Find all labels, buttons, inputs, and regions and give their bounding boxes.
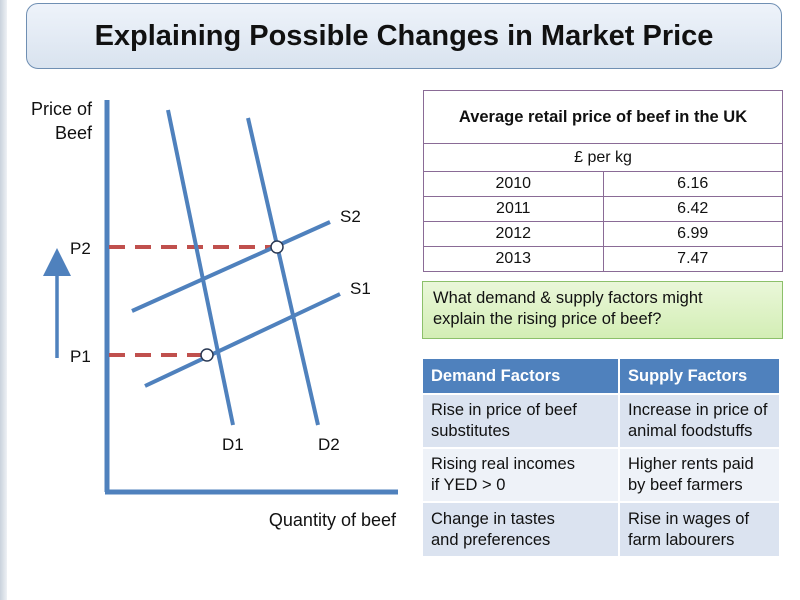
p2-label: P2 [70, 239, 91, 258]
price-cell: 6.42 [602, 196, 783, 222]
supply-demand-diagram: Price of Beef Quantity of beef P2 P1 S2 … [31, 99, 398, 530]
demand-curve-d1 [166, 109, 235, 426]
demand-factor-cell: Rising real incomes if YED > 0 [423, 447, 620, 502]
supply-factor-cell: Higher rents paid by beef farmers [619, 447, 781, 502]
cell-line: farm labourers [628, 530, 735, 549]
supply-factor-cell: Increase in price of animal foodstuffs [619, 393, 781, 448]
price-cell: 6.99 [602, 221, 783, 247]
cell-line: Change in tastes [431, 509, 555, 528]
d1-label: D1 [222, 435, 244, 454]
table-row: Rising real incomes if YED > 0 Higher re… [423, 447, 781, 502]
d2-label: D2 [318, 435, 340, 454]
table-row: Rise in price of beef substitutes Increa… [423, 393, 781, 448]
s1-label: S1 [350, 279, 371, 298]
year-cell: 2012 [423, 221, 604, 247]
table-row: 2011 6.42 [423, 196, 783, 222]
price-cell: 6.16 [602, 171, 783, 197]
cell-line: Higher rents paid [628, 455, 754, 473]
supply-factor-cell: Rise in wages of farm labourers [619, 501, 781, 556]
cell-line: Rising real incomes [431, 455, 575, 473]
cell-line: Rise in price of beef [431, 401, 577, 419]
question-line-2: explain the rising price of beef? [433, 310, 662, 328]
demand-factor-cell: Rise in price of beef substitutes [423, 393, 620, 448]
year-cell: 2011 [423, 196, 604, 222]
demand-curve-d2 [246, 117, 320, 426]
x-axis-label: Quantity of beef [269, 510, 397, 530]
price-table-unit: £ per kg [423, 143, 783, 172]
cell-line: and preferences [431, 530, 551, 549]
supply-factors-header: Supply Factors [619, 359, 781, 394]
y-axis-label-line2: Beef [55, 123, 93, 143]
price-table-caption: Average retail price of beef in the UK [423, 90, 783, 144]
equilibrium-point-1 [200, 348, 214, 362]
y-axis-label-line1: Price of [31, 99, 93, 119]
question-line-1: What demand & supply factors might [433, 289, 703, 307]
year-cell: 2013 [423, 246, 604, 272]
supply-curve-s1 [144, 292, 341, 388]
supply-curve-s2 [131, 220, 331, 313]
slide-title: Explaining Possible Changes in Market Pr… [26, 3, 782, 69]
cell-line: if YED > 0 [431, 476, 506, 494]
slide-edge-strip [0, 0, 7, 600]
cell-line: by beef farmers [628, 476, 743, 494]
beef-price-table: Average retail price of beef in the UK £… [423, 90, 783, 272]
price-cell: 7.47 [602, 246, 783, 272]
year-cell: 2010 [423, 171, 604, 197]
p1-label: P1 [70, 347, 91, 366]
table-row: 2013 7.47 [423, 246, 783, 272]
slide-title-text: Explaining Possible Changes in Market Pr… [94, 19, 714, 52]
question-callout: What demand & supply factors might expla… [422, 281, 783, 339]
cell-line: Rise in wages of [628, 509, 750, 528]
cell-line: substitutes [431, 422, 510, 440]
equilibrium-point-2 [270, 240, 284, 254]
demand-factor-cell: Change in tastes and preferences [423, 501, 620, 556]
table-row: 2012 6.99 [423, 221, 783, 247]
factors-table: Demand Factors Supply Factors Rise in pr… [423, 359, 781, 556]
cell-line: animal foodstuffs [628, 422, 753, 440]
demand-factors-header: Demand Factors [423, 359, 620, 394]
cell-line: Increase in price of [628, 401, 768, 419]
table-row: Change in tastes and preferences Rise in… [423, 501, 781, 556]
table-row: 2010 6.16 [423, 171, 783, 197]
s2-label: S2 [340, 207, 361, 226]
